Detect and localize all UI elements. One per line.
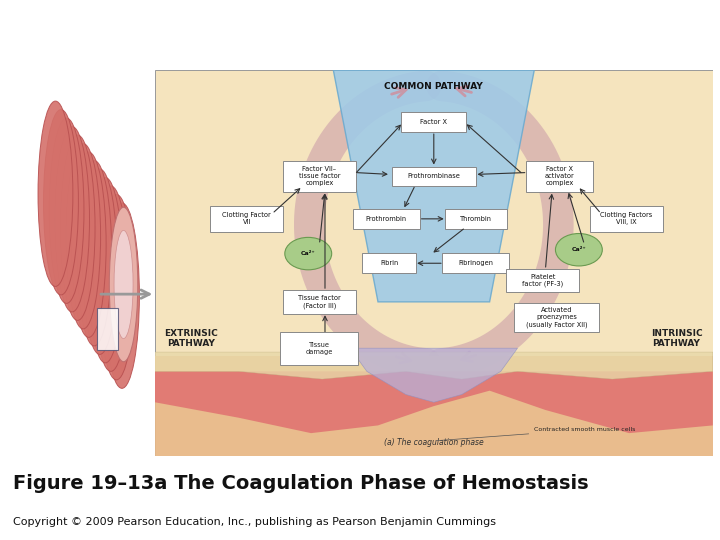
Text: Tissue
damage: Tissue damage [306,342,333,355]
Polygon shape [155,356,713,456]
Circle shape [555,233,603,266]
Ellipse shape [44,110,78,295]
Ellipse shape [71,152,106,338]
Text: Platelet
factor (PF-3): Platelet factor (PF-3) [522,274,563,287]
Text: Thrombin: Thrombin [459,216,492,222]
Text: Ca²⁺: Ca²⁺ [572,247,586,252]
Ellipse shape [104,203,140,388]
Ellipse shape [77,160,112,346]
Circle shape [285,238,332,270]
Text: Clotting Factors
VIII, IX: Clotting Factors VIII, IX [600,212,652,225]
Text: Factor X
activator
complex: Factor X activator complex [544,166,575,186]
FancyBboxPatch shape [362,253,416,273]
Ellipse shape [55,126,89,312]
Polygon shape [155,352,713,379]
Ellipse shape [114,231,133,339]
Ellipse shape [49,118,84,303]
Text: Clotting Factor
VII: Clotting Factor VII [222,212,271,225]
FancyBboxPatch shape [155,70,713,456]
Text: Factor X: Factor X [420,119,447,125]
Text: (a) The coagulation phase: (a) The coagulation phase [384,437,484,447]
FancyBboxPatch shape [514,302,599,332]
FancyBboxPatch shape [445,209,507,229]
FancyBboxPatch shape [353,209,420,229]
Text: EXTRINSIC
PATHWAY: EXTRINSIC PATHWAY [164,329,218,348]
Text: Fibrin: Fibrin [380,260,398,266]
Text: Factor VII–
tissue factor
complex: Factor VII– tissue factor complex [299,166,340,186]
Text: Prothrombin: Prothrombin [366,216,407,222]
Polygon shape [350,348,518,402]
FancyBboxPatch shape [590,206,663,232]
Text: COMMON PATHWAY: COMMON PATHWAY [384,82,483,91]
Ellipse shape [88,178,123,363]
Text: Contracted smooth muscle cells: Contracted smooth muscle cells [436,427,636,441]
FancyBboxPatch shape [392,166,476,186]
FancyBboxPatch shape [283,161,356,192]
Ellipse shape [94,186,128,372]
Ellipse shape [38,101,73,286]
FancyBboxPatch shape [526,161,593,192]
Ellipse shape [66,144,101,329]
FancyBboxPatch shape [97,308,118,350]
Text: Fibrinogen: Fibrinogen [458,260,493,266]
Text: Activated
proenzymes
(usually Factor XII): Activated proenzymes (usually Factor XII… [526,307,588,328]
FancyBboxPatch shape [402,112,466,132]
Text: Hemostasis: Hemostasis [242,19,478,53]
Text: Copyright © 2009 Pearson Education, Inc., publishing as Pearson Benjamin Cumming: Copyright © 2009 Pearson Education, Inc.… [13,517,496,526]
Text: Tissue factor
(Factor III): Tissue factor (Factor III) [298,295,341,308]
FancyBboxPatch shape [442,253,510,273]
Ellipse shape [60,135,95,320]
Text: Ca²⁺: Ca²⁺ [301,251,315,256]
Text: Prothrombinase: Prothrombinase [408,173,460,179]
FancyBboxPatch shape [210,206,284,232]
Ellipse shape [99,194,134,380]
Polygon shape [333,70,534,302]
Ellipse shape [109,207,138,362]
FancyBboxPatch shape [283,290,356,314]
Ellipse shape [82,169,117,354]
FancyBboxPatch shape [506,269,579,292]
Polygon shape [155,372,713,433]
FancyBboxPatch shape [280,332,359,365]
Text: Figure 19–13a The Coagulation Phase of Hemostasis: Figure 19–13a The Coagulation Phase of H… [13,474,588,492]
Text: INTRINSIC
PATHWAY: INTRINSIC PATHWAY [651,329,702,348]
